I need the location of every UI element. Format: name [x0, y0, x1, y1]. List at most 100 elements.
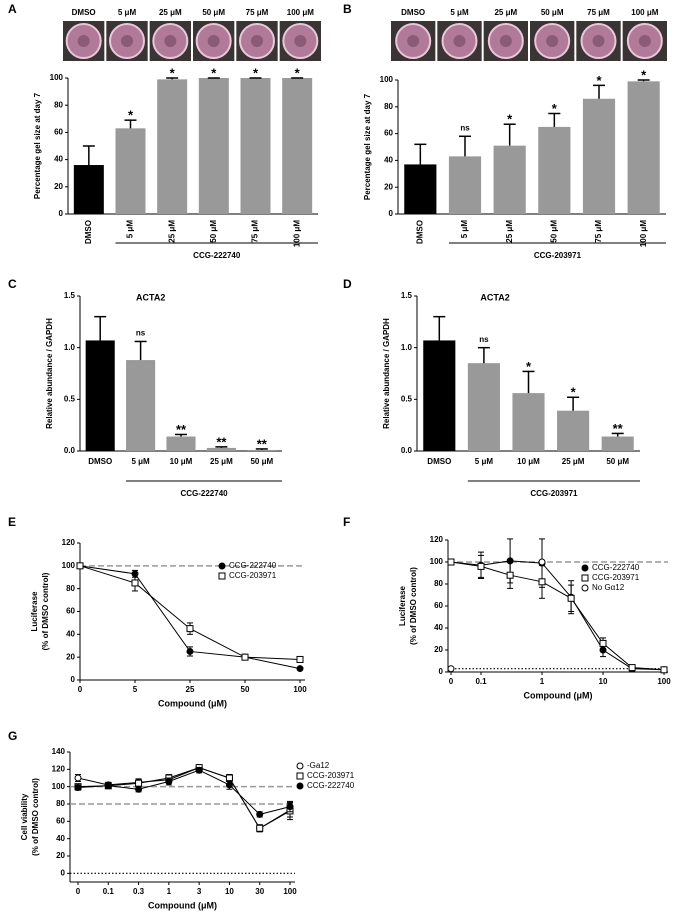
well-center	[121, 35, 133, 47]
marker	[286, 803, 294, 811]
y-tick-label: 0	[439, 667, 444, 676]
x-tick-label: 10	[225, 887, 234, 896]
significance: ns	[479, 335, 489, 344]
y-axis-label: Relative abundance / GAPDH	[45, 318, 54, 429]
bar	[166, 436, 196, 451]
x-tick-label: 100 μM	[292, 220, 301, 247]
x-tick-label: 25 μM	[210, 457, 233, 466]
bar	[115, 128, 146, 214]
x-tick-label: 10 μM	[517, 457, 540, 466]
legend-label: CCG-203971	[307, 771, 355, 780]
y-tick-label: 20	[54, 182, 63, 191]
x-tick-label: 5	[133, 685, 138, 694]
significance: *	[295, 65, 301, 80]
y-axis-label: (% of DMSO control)	[409, 567, 418, 645]
x-tick-label: 10	[599, 677, 608, 686]
group-label: CCG-203971	[534, 251, 582, 260]
marker	[225, 781, 233, 789]
x-tick-label: 5 μM	[131, 457, 150, 466]
marker	[241, 653, 249, 661]
bar	[627, 81, 660, 214]
marker	[296, 655, 304, 663]
image-label: 100 μM	[631, 8, 658, 17]
y-tick-label: 0	[61, 868, 66, 877]
y-tick-label: 60	[56, 816, 65, 825]
bar	[512, 393, 545, 451]
x-tick-label: 25 μM	[562, 457, 585, 466]
y-tick-label: 120	[62, 538, 76, 547]
y-tick-label: 40	[384, 156, 393, 165]
legend-marker	[296, 762, 304, 770]
y-tick-label: 100	[52, 782, 66, 791]
bar	[493, 145, 526, 214]
marker	[74, 774, 82, 782]
significance: *	[253, 65, 259, 80]
well-center	[499, 35, 512, 47]
panel-letter: G	[8, 729, 17, 743]
marker	[538, 558, 546, 566]
group-label: CCG-222740	[180, 489, 228, 498]
y-tick-label: 0.0	[64, 446, 76, 455]
y-tick-label: 40	[66, 629, 75, 638]
y-tick-label: 60	[66, 607, 75, 616]
image-label: 50 μM	[541, 8, 564, 17]
y-tick-label: 20	[56, 851, 65, 860]
legend-label: No Gα12	[592, 583, 625, 592]
x-tick-label: 50 μM	[606, 457, 629, 466]
x-tick-label: 3	[197, 887, 202, 896]
significance: *	[596, 73, 602, 88]
significance: *	[211, 65, 217, 80]
y-tick-label: 120	[430, 535, 444, 544]
y-tick-label: 0	[389, 209, 394, 218]
series-line	[77, 769, 291, 815]
y-tick-label: 40	[54, 155, 63, 164]
bar	[240, 78, 271, 214]
y-tick-label: 1.5	[64, 291, 76, 300]
y-tick-label: 0	[59, 209, 64, 218]
y-axis-label: (% of DMSO control)	[31, 778, 40, 856]
significance: **	[216, 434, 227, 449]
x-tick-label: 0.3	[133, 887, 145, 896]
marker	[74, 784, 82, 792]
marker	[506, 571, 514, 579]
marker	[165, 777, 173, 785]
x-tick-label: 100 μM	[639, 220, 648, 247]
legend-label: CCG-203971	[592, 573, 640, 582]
y-axis-label: Relative abundance / GAPDH	[382, 318, 391, 429]
y-tick-label: 100	[50, 73, 64, 82]
y-tick-label: 100	[380, 75, 394, 84]
well-center	[638, 35, 651, 47]
bar	[448, 156, 482, 214]
x-tick-label: 0	[76, 887, 81, 896]
x-tick-label: 25 μM	[167, 220, 176, 243]
significance: ns	[460, 123, 470, 132]
legend-marker	[218, 562, 226, 570]
legend-marker	[581, 584, 589, 592]
group-label: CCG-222740	[193, 251, 241, 260]
y-axis-label: (% of DMSO control)	[41, 572, 50, 650]
y-tick-label: 60	[434, 601, 443, 610]
x-tick-label: DMSO	[427, 457, 451, 466]
well-center	[407, 35, 420, 47]
panel-letter: E	[8, 515, 16, 529]
y-tick-label: 0	[71, 675, 76, 684]
x-tick-label: 1	[540, 677, 545, 686]
marker	[296, 665, 304, 673]
marker	[131, 579, 139, 587]
x-tick-label: 25 μM	[505, 220, 514, 243]
significance: *	[507, 112, 513, 127]
bar	[423, 340, 456, 451]
series-line	[77, 767, 291, 829]
legend-marker	[296, 772, 304, 780]
panel-letter: A	[8, 2, 17, 16]
x-axis-label: Compound (μM)	[148, 900, 217, 910]
x-tick-label: 10 μM	[170, 457, 193, 466]
y-tick-label: 1.0	[401, 343, 413, 352]
legend-marker	[296, 782, 304, 790]
significance: *	[641, 67, 647, 82]
well-center	[592, 35, 605, 47]
bar	[206, 447, 236, 451]
y-tick-label: 100	[430, 557, 444, 566]
x-tick-label: 50 μM	[250, 457, 273, 466]
x-axis-label: Compound (μM)	[524, 690, 593, 700]
